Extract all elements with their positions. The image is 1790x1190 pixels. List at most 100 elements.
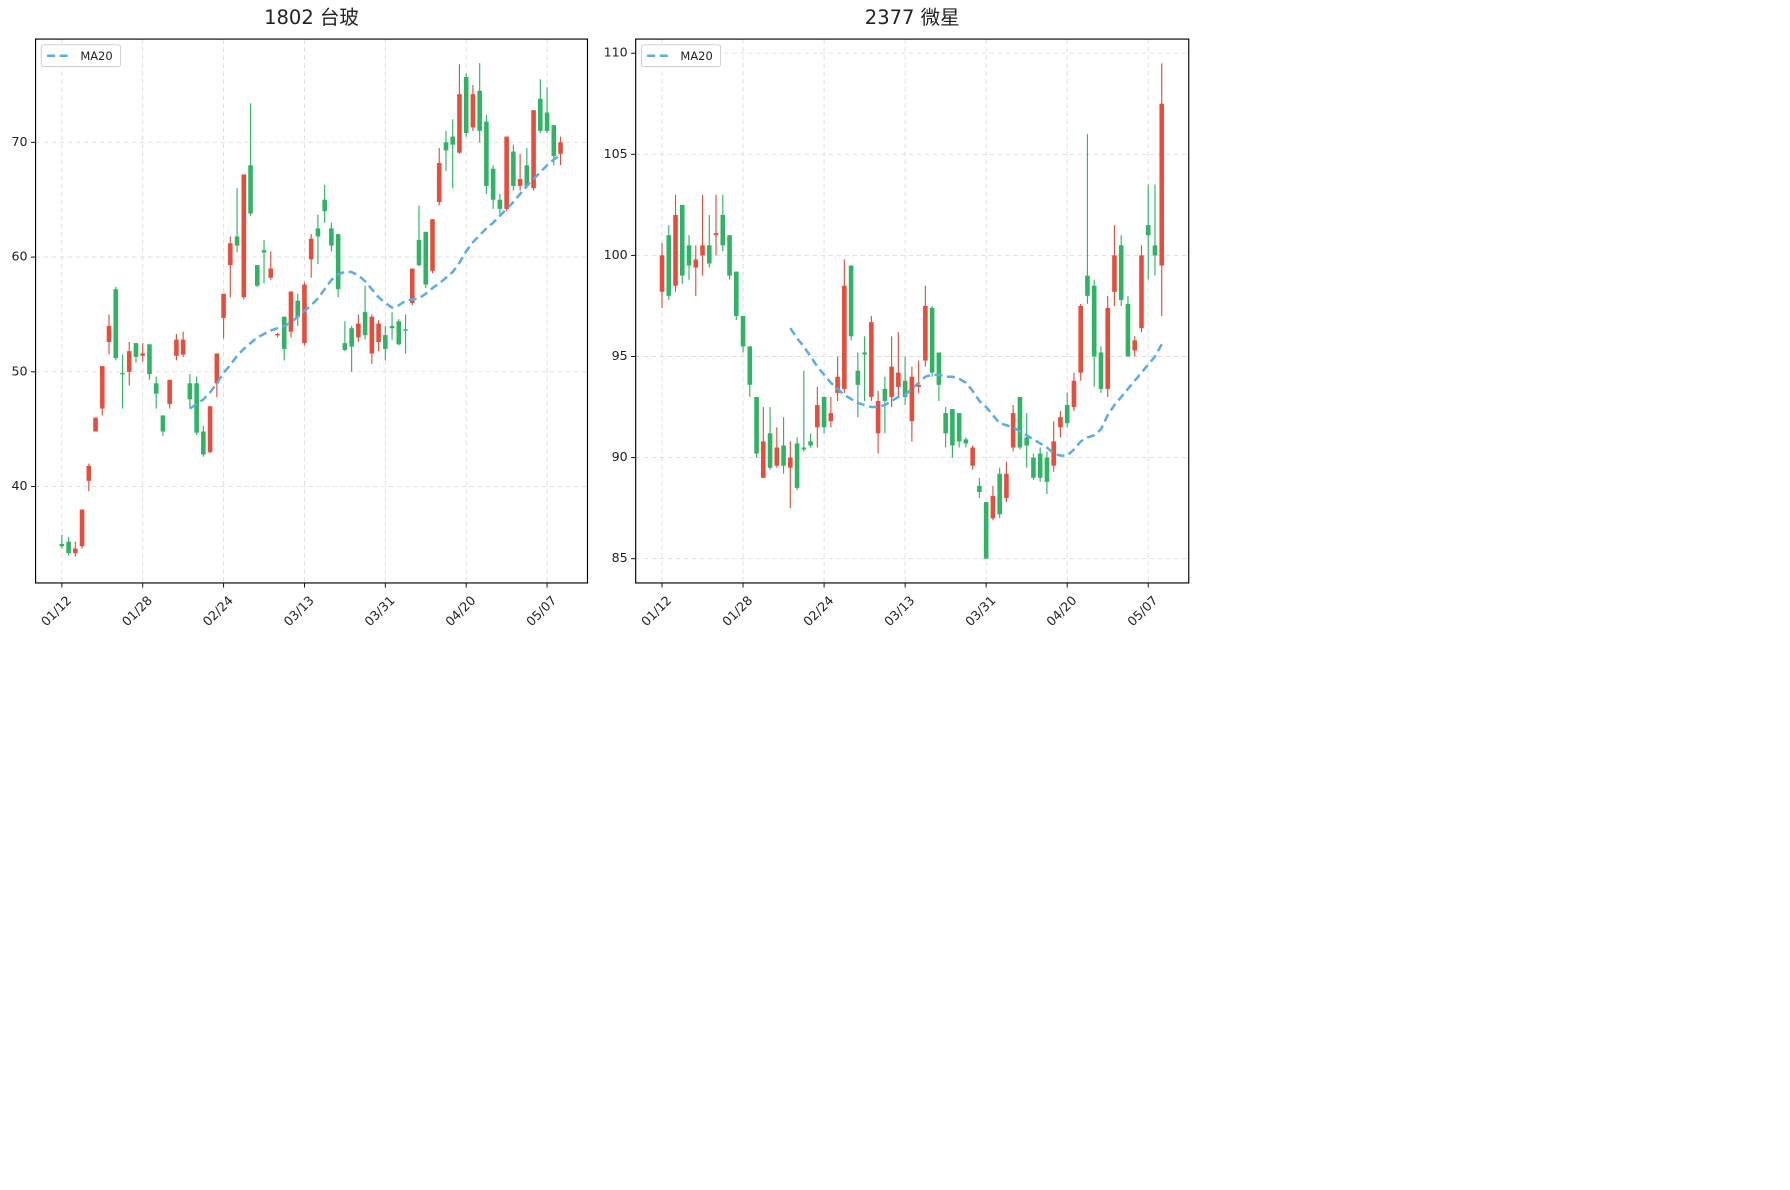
plot-frame (34, 38, 589, 584)
candle-body (781, 445, 786, 466)
candle-body (902, 380, 908, 397)
candle-body (727, 235, 732, 276)
candle-body (187, 383, 193, 400)
plot-frame (635, 38, 1190, 584)
y-tick-label: 100 (604, 247, 628, 262)
candle-body (997, 473, 1002, 515)
candle-body (524, 165, 530, 186)
candle-body (120, 372, 125, 375)
candle-body (950, 409, 955, 446)
candle-body (1010, 413, 1016, 448)
candle-body (889, 366, 894, 397)
x-tick-label: 03/31 (361, 593, 397, 629)
candle-body (835, 376, 840, 393)
x-tick-label: 04/20 (442, 593, 478, 629)
legend-label: MA20 (80, 49, 112, 63)
candle-body (1051, 441, 1056, 466)
y-tick-label: 40 (11, 478, 27, 493)
candle-body (504, 136, 509, 209)
candle-body (896, 372, 901, 387)
candle-body (167, 379, 172, 404)
candle-body (376, 323, 381, 342)
candle-body (1017, 396, 1023, 448)
candle-body (929, 307, 935, 373)
candle-body (322, 199, 327, 212)
candle-body (842, 285, 847, 389)
candle-body (477, 90, 482, 131)
candle-body (936, 352, 942, 385)
candle-body (416, 239, 422, 266)
candle-body (767, 433, 773, 468)
candle-body (983, 502, 989, 559)
candle-body (329, 228, 334, 246)
y-tick-label: 95 (612, 348, 628, 363)
x-tick-label: 02/24 (800, 593, 836, 629)
candle-body (335, 234, 341, 290)
candle-body (396, 321, 402, 345)
candle-body (1058, 417, 1063, 428)
candle-body (484, 121, 489, 186)
candle-body (241, 174, 247, 298)
ma-line (789, 327, 1163, 457)
candle-body (538, 98, 543, 131)
candle-body (761, 441, 766, 478)
y-tick-label: 60 (11, 249, 27, 264)
candle-body (1024, 437, 1029, 446)
ma-line (189, 153, 562, 410)
chart-title: 1802 台玻 (264, 6, 359, 29)
candle-body (909, 376, 915, 422)
x-tick-label: 01/12 (38, 593, 74, 629)
candle-body (174, 339, 179, 356)
candle-body (1064, 405, 1070, 424)
candle-body (73, 548, 78, 554)
candle-body (356, 323, 361, 338)
candle-body (882, 388, 888, 401)
candle-body (1071, 380, 1077, 408)
candle-body (511, 151, 516, 186)
candle-body (86, 465, 92, 481)
candle-body (666, 235, 672, 296)
y-tick-label: 70 (11, 134, 27, 149)
candle-body (1125, 303, 1131, 357)
candle-body (470, 94, 476, 128)
candle-body (160, 415, 166, 432)
candle-body (362, 312, 368, 336)
candle-body (261, 250, 267, 253)
candle-body (288, 291, 294, 332)
candle-body (1098, 352, 1104, 389)
candle-body (517, 179, 523, 186)
candle-body (754, 396, 759, 454)
candle-body (126, 351, 132, 372)
candle-body (1112, 255, 1117, 292)
candle-body (862, 352, 867, 355)
legend-box (40, 44, 121, 68)
candle-body (1078, 305, 1083, 373)
candle-body (383, 335, 388, 349)
x-tick-label: 03/13 (881, 593, 917, 629)
candle-body (443, 142, 449, 151)
candle-body (66, 541, 71, 554)
candle-body (497, 199, 503, 209)
candle-body (106, 325, 112, 342)
candle-body (342, 343, 348, 351)
candle-body (153, 383, 159, 394)
candle-body (720, 214, 726, 246)
candle-body (977, 485, 982, 492)
y-tick-label: 110 (604, 45, 628, 60)
candle-body (315, 228, 321, 237)
candle-body (774, 447, 780, 466)
candle-body (295, 300, 301, 317)
candle-body (194, 383, 199, 433)
candle-body (349, 328, 354, 347)
candle-body (133, 343, 139, 357)
candle-body (423, 231, 429, 285)
candle-body (1118, 245, 1124, 300)
candle-body (869, 322, 874, 397)
candle-body (1085, 275, 1090, 296)
candle-body (147, 344, 152, 375)
candle-body (302, 284, 307, 344)
candle-body (916, 384, 921, 387)
candle-body (403, 329, 408, 331)
